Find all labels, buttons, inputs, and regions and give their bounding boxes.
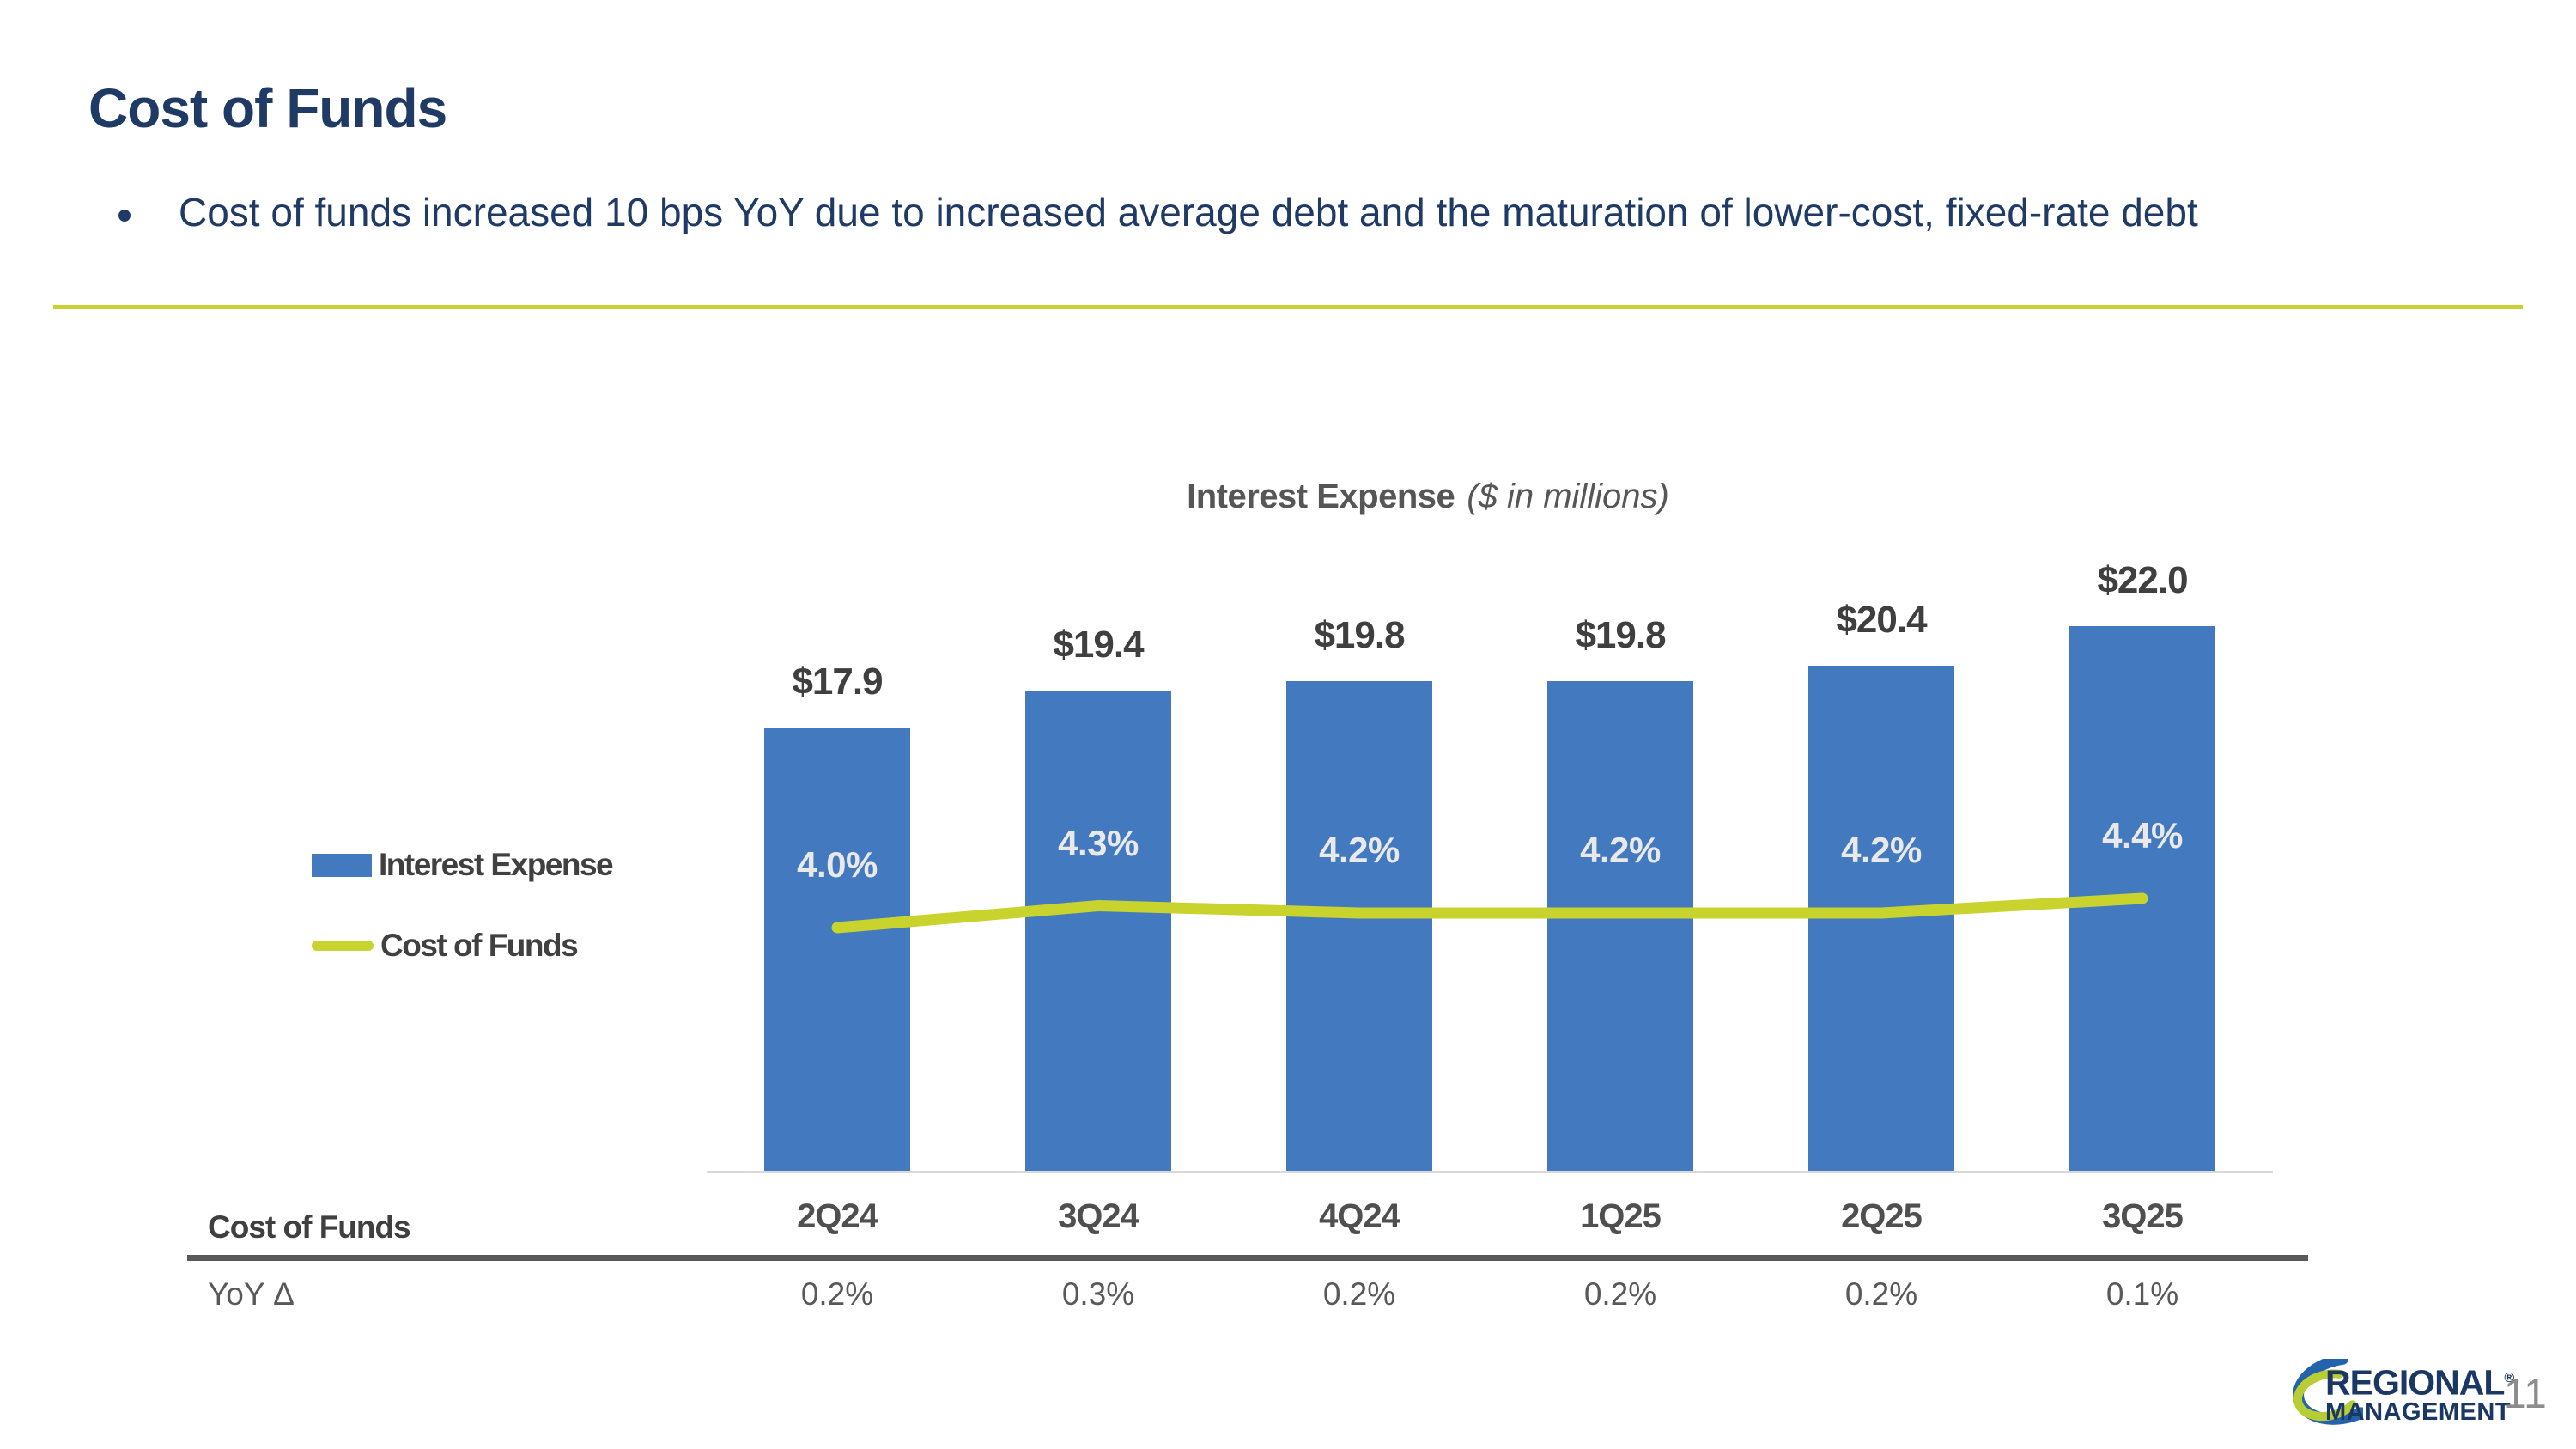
legend-line-swatch [312, 941, 374, 951]
table-column-header: 2Q24 [797, 1197, 878, 1235]
table-divider-line [187, 1255, 2308, 1261]
chart-column-4Q24: $19.8 4.2% [1229, 563, 1490, 1171]
table-column-header: 3Q25 [2102, 1197, 2184, 1235]
legend-item-interest-expense: Interest Expense [312, 840, 614, 890]
yoy-value: 0.2% [800, 1276, 874, 1312]
yoy-value: 0.1% [2105, 1276, 2179, 1312]
yoy-value: 0.2% [1844, 1276, 1918, 1312]
table-column-header: 3Q24 [1058, 1197, 1139, 1235]
table-values-row: 0.2% 0.3% 0.2% 0.2% 0.2% 0.1% [707, 1276, 2273, 1314]
company-logo: REGIONAL® MANAGEMENT [2277, 1357, 2514, 1434]
table-header-label: Cost of Funds [208, 1209, 411, 1245]
bar-value-label: $20.4 [1836, 599, 1927, 641]
bullet-text: Cost of funds increased 10 bps YoY due t… [179, 190, 2198, 234]
bar-value-label: $19.4 [1053, 624, 1144, 666]
line-value-label: 4.4% [2102, 815, 2183, 855]
line-value-label: 4.2% [1841, 830, 1922, 870]
page-title: Cost of Funds [88, 76, 447, 139]
plot-area: $17.9 4.0% $19.4 4.3% $19.8 4.2% $19.8 4.2% $20.… [707, 559, 2273, 1173]
divider-line [53, 305, 2523, 309]
bar-value-label: $17.9 [792, 661, 883, 703]
bar-2Q24 [764, 728, 910, 1171]
bar-value-label: $19.8 [1575, 614, 1666, 656]
legend-label: Cost of Funds [380, 928, 579, 963]
legend-bar-swatch [312, 853, 372, 877]
table-row-label: YoY Δ [208, 1276, 295, 1312]
bullet-icon [118, 210, 131, 222]
logo-line1: REGIONAL® [2325, 1362, 2514, 1403]
registered-mark: ® [2504, 1371, 2514, 1385]
bar-value-label: $22.0 [2097, 559, 2188, 601]
line-value-label: 4.2% [1319, 830, 1400, 870]
chart-title-main: Interest Expense [1187, 478, 1455, 515]
bar-4Q24 [1286, 681, 1432, 1171]
bar-1Q25 [1547, 681, 1693, 1171]
chart-title-units: ($ in millions) [1467, 478, 1669, 515]
cost-of-funds-line [831, 892, 2148, 934]
line-value-label: 4.2% [1580, 830, 1661, 870]
chart-column-2Q24: $17.9 4.0% [707, 563, 968, 1171]
bar-value-label: $19.8 [1314, 614, 1405, 656]
table-column-header: 4Q24 [1319, 1197, 1400, 1235]
yoy-value: 0.2% [1583, 1276, 1657, 1312]
page-number: 11 [2504, 1372, 2547, 1417]
legend-label: Interest Expense [379, 847, 614, 882]
line-value-label: 4.3% [1058, 822, 1139, 863]
chart-column-3Q24: $19.4 4.3% [968, 563, 1229, 1171]
bar-3Q24 [1025, 691, 1171, 1171]
table-column-header: 2Q25 [1841, 1197, 1923, 1235]
chart-title: Interest Expense ($ in millions) [1187, 478, 1669, 516]
chart-column-1Q25: $19.8 4.2% [1490, 563, 1751, 1171]
yoy-value: 0.2% [1322, 1276, 1396, 1312]
yoy-value: 0.3% [1061, 1276, 1135, 1312]
line-value-label: 4.0% [797, 844, 878, 885]
table-column-header: 1Q25 [1580, 1197, 1662, 1235]
logo-swoosh-icon [2293, 1359, 2363, 1425]
legend-item-cost-of-funds: Cost of Funds [312, 921, 612, 971]
logo-text: REGIONAL® MANAGEMENT [2325, 1362, 2514, 1426]
table-column-headers: 2Q24 3Q24 4Q24 1Q25 2Q25 3Q25 [707, 1197, 2273, 1237]
logo-line2: MANAGEMENT [2325, 1397, 2512, 1426]
chart-legend: Interest Expense Cost of Funds [312, 840, 614, 971]
